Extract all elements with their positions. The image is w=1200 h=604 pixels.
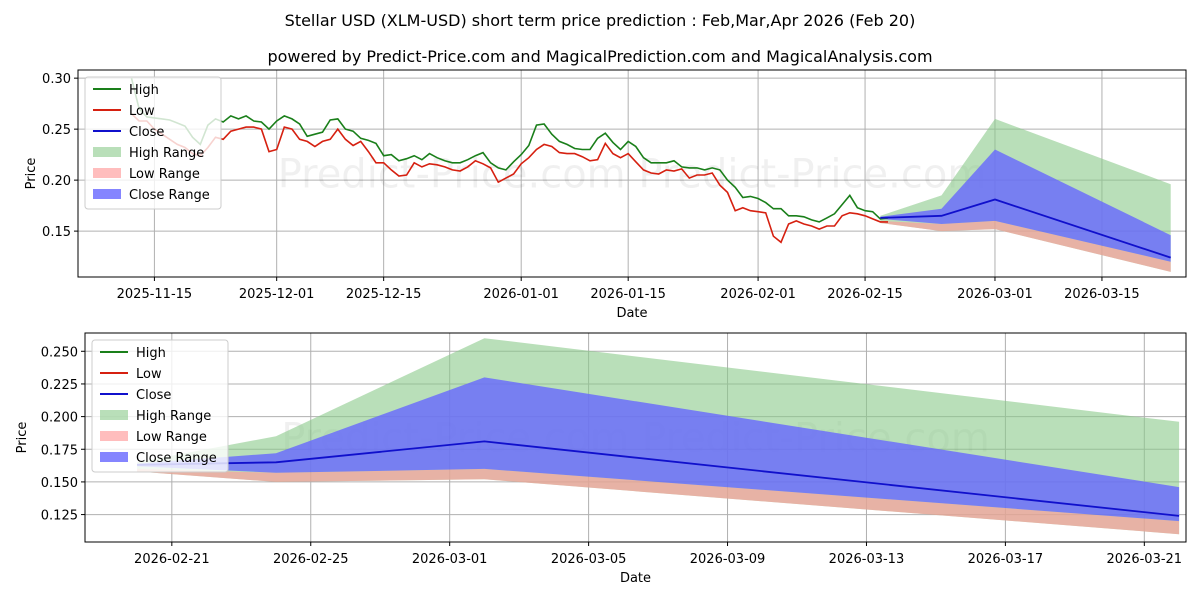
legend-label: Low Range bbox=[129, 167, 200, 182]
legend-swatch bbox=[93, 147, 121, 157]
legend-label: Close Range bbox=[129, 188, 210, 203]
x-tick-label: 2026-02-15 bbox=[827, 287, 903, 302]
plot-frame bbox=[77, 69, 1187, 278]
legend-label: Close bbox=[136, 388, 171, 403]
x-axis-label: Date bbox=[616, 306, 647, 321]
legend-label: Close Range bbox=[136, 451, 217, 466]
legend-swatch bbox=[100, 452, 128, 462]
close-series-line bbox=[880, 198, 1171, 259]
y-axis-label: Price bbox=[24, 158, 39, 190]
legend-label: Low bbox=[136, 367, 162, 382]
x-tick-label: 2026-03-01 bbox=[412, 552, 488, 567]
x-tick-label: 2026-03-05 bbox=[551, 552, 627, 567]
x-tick-label: 2025-11-15 bbox=[117, 287, 193, 302]
low-range-area bbox=[880, 220, 1171, 272]
legend-label: High bbox=[129, 83, 159, 98]
x-tick-label: 2026-01-01 bbox=[483, 287, 559, 302]
chart-title-line1: Stellar USD (XLM-USD) short term price p… bbox=[285, 11, 916, 30]
legend-label: High bbox=[136, 346, 166, 361]
x-tick-label: 2026-03-15 bbox=[1064, 287, 1140, 302]
y-tick-label: 0.30 bbox=[42, 72, 71, 87]
y-tick-label: 0.150 bbox=[41, 476, 78, 491]
y-tick-label: 0.20 bbox=[42, 174, 71, 189]
bottom-chart-panel: Predict-Price.com Predict-Price.com2026-… bbox=[15, 332, 1187, 586]
x-tick-label: 2026-03-09 bbox=[690, 552, 766, 567]
y-tick-label: 0.175 bbox=[41, 443, 78, 458]
plot-frame bbox=[84, 332, 1187, 543]
legend-swatch bbox=[100, 431, 128, 441]
x-tick-label: 2026-01-15 bbox=[590, 287, 666, 302]
legend-label: Low Range bbox=[136, 430, 207, 445]
legend: High Low Close High Range Low Range Close Ran… bbox=[84, 76, 222, 210]
legend: High Low Close High Range Low Range Close Ran… bbox=[91, 339, 229, 473]
y-tick-label: 0.15 bbox=[42, 225, 71, 240]
top-chart-panel: Predict-Price.com Predict-Price.com2025-… bbox=[24, 69, 1187, 321]
x-axis-label: Date bbox=[620, 571, 651, 586]
legend-swatch bbox=[100, 410, 128, 420]
x-tick-label: 2026-02-25 bbox=[273, 552, 349, 567]
x-tick-label: 2026-03-17 bbox=[968, 552, 1044, 567]
y-tick-label: 0.200 bbox=[41, 411, 78, 426]
legend-label: High Range bbox=[136, 409, 211, 424]
chart-title-line2: powered by Predict-Price.com and Magical… bbox=[267, 47, 932, 66]
y-tick-label: 0.125 bbox=[41, 509, 78, 524]
y-tick-label: 0.25 bbox=[42, 123, 71, 138]
x-tick-label: 2026-02-01 bbox=[720, 287, 796, 302]
legend-label: High Range bbox=[129, 146, 204, 161]
x-tick-label: 2025-12-15 bbox=[346, 287, 422, 302]
y-tick-label: 0.250 bbox=[41, 345, 78, 360]
x-tick-label: 2026-02-21 bbox=[134, 552, 210, 567]
x-tick-label: 2026-03-01 bbox=[957, 287, 1033, 302]
low-range-area bbox=[137, 468, 1180, 535]
close-range-area bbox=[137, 377, 1180, 522]
legend-label: Close bbox=[129, 125, 164, 140]
legend-label: Low bbox=[129, 104, 155, 119]
x-tick-label: 2026-03-21 bbox=[1107, 552, 1183, 567]
low-series-line bbox=[130, 113, 888, 244]
legend-swatch bbox=[93, 189, 121, 199]
y-tick-label: 0.225 bbox=[41, 378, 78, 393]
y-axis-label: Price bbox=[15, 422, 30, 454]
high-series-line bbox=[130, 78, 889, 223]
legend-swatch bbox=[93, 168, 121, 178]
x-tick-label: 2025-12-01 bbox=[239, 287, 315, 302]
x-tick-label: 2026-03-13 bbox=[829, 552, 905, 567]
